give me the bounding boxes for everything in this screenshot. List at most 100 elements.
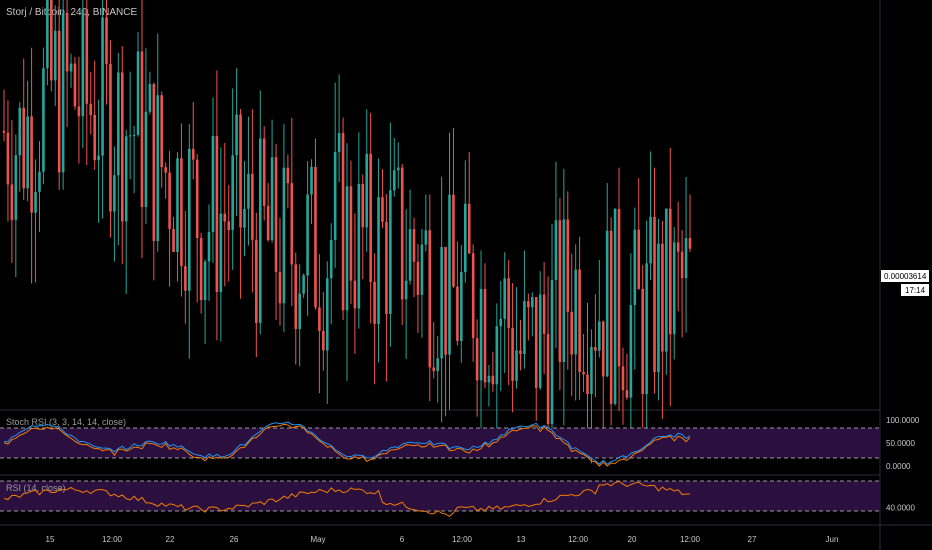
candle-body	[460, 272, 463, 341]
candle-body	[207, 232, 211, 262]
rsi-line	[3, 480, 691, 518]
candle-body	[530, 297, 534, 308]
candle-body	[661, 243, 664, 352]
time-tick-label: 12:00	[680, 535, 701, 544]
candle-body	[270, 157, 274, 241]
candle-body	[357, 184, 361, 309]
candle-body	[491, 375, 495, 385]
rsi-axis: 40.0000	[886, 503, 915, 512]
candle-body	[314, 166, 317, 308]
candle-body	[381, 197, 384, 222]
candle-body	[132, 134, 136, 136]
candle-body	[69, 63, 73, 72]
candle-body	[629, 305, 633, 398]
time-tick-label: 22	[166, 535, 175, 544]
time-tick-label: 27	[748, 535, 757, 544]
candle-body	[2, 130, 6, 133]
candle-body	[57, 30, 61, 173]
candle-body	[53, 30, 57, 81]
time-tick-label: 13	[517, 535, 526, 544]
candle-body	[187, 148, 191, 291]
candle-body	[558, 220, 562, 362]
candle-body	[487, 375, 491, 383]
candle-body	[235, 114, 238, 156]
candle-body	[61, 12, 65, 173]
stoch-title: Stoch RSI (3, 3, 14, 14, close)	[6, 417, 126, 427]
candle-body	[527, 301, 530, 308]
candle-body	[672, 242, 676, 335]
candle-body	[113, 175, 116, 212]
stoch-k-line	[3, 421, 691, 465]
stoch-lines	[3, 421, 691, 467]
candle-body	[211, 136, 215, 233]
time-tick-label: 12:00	[568, 535, 589, 544]
candle-body	[290, 183, 294, 265]
stoch-d-line	[3, 423, 691, 467]
candle-body	[424, 230, 428, 245]
candle-body	[574, 269, 577, 355]
candle-body	[373, 281, 376, 324]
candle-body	[365, 153, 369, 228]
candle-body	[393, 170, 396, 191]
candle-body	[97, 155, 100, 161]
candle-body	[42, 68, 45, 172]
candle-body	[89, 103, 93, 115]
candle-body	[428, 230, 432, 368]
candle-body	[598, 321, 601, 351]
candle-body	[467, 203, 471, 254]
rsi-tick-label: 40.0000	[886, 503, 915, 512]
candle-body	[578, 269, 581, 372]
candle-body	[282, 167, 286, 304]
candle-body	[676, 242, 680, 252]
candle-body	[680, 251, 684, 279]
candle-body	[294, 264, 298, 330]
candle-body	[452, 194, 455, 287]
candle-body	[329, 239, 333, 279]
candle-body	[479, 288, 483, 381]
candle-body	[684, 238, 688, 279]
candle-body	[101, 17, 104, 156]
candle-body	[554, 220, 558, 280]
chart-title: Storj / Bitcoin, 240, BINANCE	[6, 7, 138, 18]
candle-body	[436, 358, 439, 372]
candle-body	[124, 136, 128, 222]
time-axis[interactable]: 15 12:00 22 26 May 6 12:00 13 12:00 20 12:00 27 Jun	[46, 535, 839, 544]
candle-body	[633, 229, 637, 306]
candle-body	[152, 84, 156, 242]
candle-body	[463, 203, 467, 273]
candle-body	[160, 95, 164, 168]
candle-body	[495, 326, 499, 385]
current-price-label: 0.00003614	[884, 272, 927, 281]
candle-body	[191, 148, 195, 160]
candle-body	[617, 208, 621, 367]
candle-body	[456, 286, 459, 341]
candle-body	[562, 219, 566, 362]
candle-body	[625, 390, 629, 398]
candle-body	[377, 197, 380, 324]
rsi-series	[3, 480, 691, 518]
candle-body	[412, 229, 416, 262]
stoch-tick-label: 50.0000	[886, 439, 915, 448]
candle-body	[298, 293, 301, 330]
candle-body	[546, 333, 550, 425]
candle-body	[542, 294, 546, 334]
candle-body	[184, 266, 187, 291]
time-tick-label: Jun	[826, 535, 839, 544]
candle-body	[168, 172, 171, 229]
stoch-tick-label: 100.0000	[886, 416, 920, 425]
candle-body	[594, 346, 597, 351]
candle-body	[199, 238, 203, 301]
candle-body	[10, 184, 14, 220]
candle-body	[109, 63, 112, 212]
candle-body	[621, 366, 625, 391]
candle-body	[172, 228, 175, 252]
candle-body	[247, 173, 250, 209]
candle-body	[385, 221, 388, 314]
candle-body	[404, 280, 408, 300]
candle-body	[471, 253, 475, 339]
candle-body	[77, 106, 81, 117]
time-tick-label: May	[310, 535, 325, 544]
time-tick-label: 12:00	[452, 535, 473, 544]
candle-body	[400, 167, 404, 300]
